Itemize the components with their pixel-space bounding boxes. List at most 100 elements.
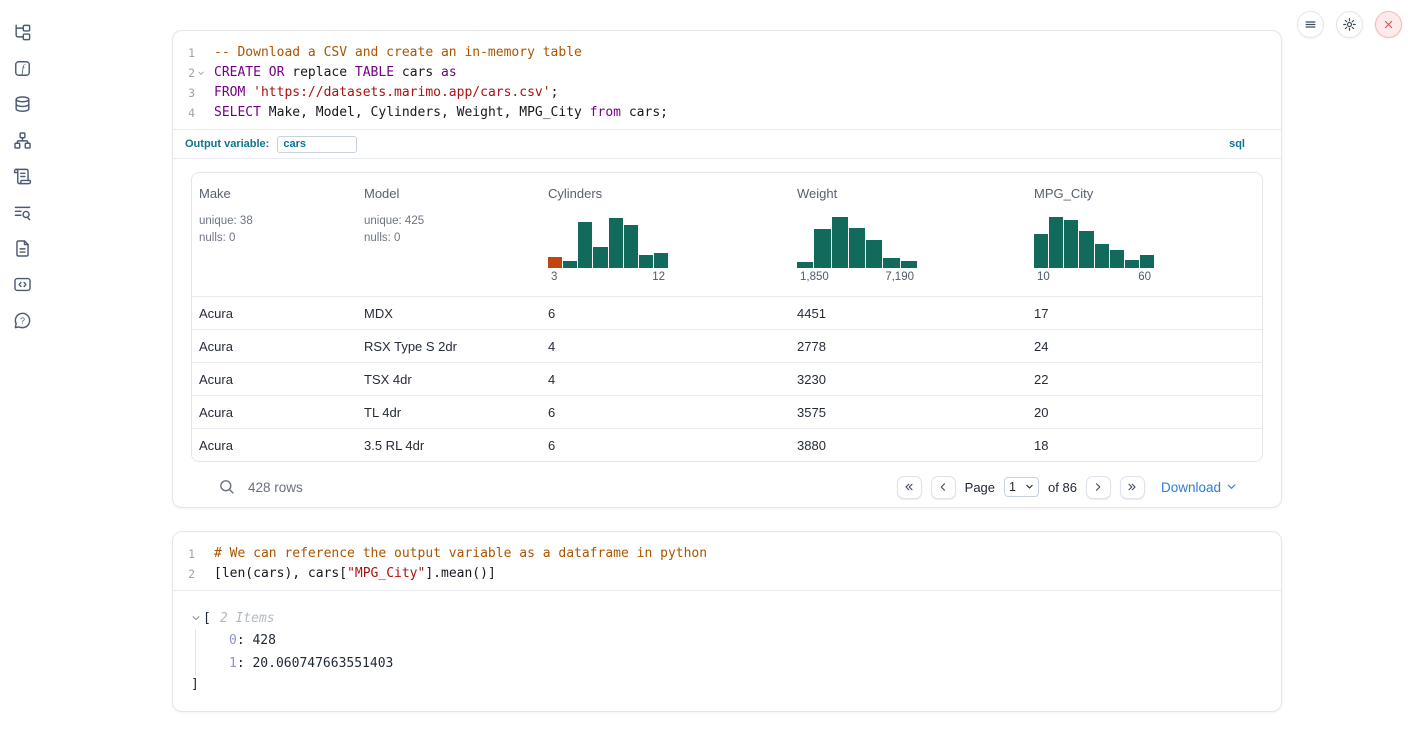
table-row: Acura TSX 4dr 4 3230 22 [192,362,1262,395]
cell-output: Make unique: 38 nulls: 0 Model unique: 425 nu… [173,159,1281,512]
open-bracket: [ [203,610,211,626]
table-cell: 3.5 RL 4dr [364,437,425,453]
sidebar: f? [0,0,44,729]
histogram-bar [900,261,917,268]
language-badge: sql [1229,138,1245,150]
column-title: Make [199,186,231,201]
data-table: Make unique: 38 nulls: 0 Model unique: 425 nu… [191,172,1263,462]
table-cell: TL 4dr [364,404,402,420]
row-count: 428 rows [248,479,303,495]
sidebar-item-file-tree[interactable] [13,23,32,42]
close-bracket: ] [191,677,199,692]
histogram-bar [1079,231,1094,268]
histogram-bar [1124,260,1139,268]
line-number: 2 [188,66,195,80]
column-stats: unique: 425 nulls: 0 [364,215,425,244]
table-cell: Acura [199,338,233,354]
tree-entry-key: 0 [229,633,237,648]
documentation-icon [15,240,29,257]
sidebar-item-documentation[interactable] [13,239,32,258]
sidebar-item-snippets[interactable] [13,275,32,294]
tree-entries: 0: 428 1: 20.060747663551403 [195,629,1281,675]
table-cell: 3575 [797,404,826,420]
sidebar-item-help[interactable]: ? [13,311,32,330]
chevron-right-icon [1096,483,1101,491]
histogram-min-label: 1,850 [800,271,829,283]
code-text: FROM 'https://datasets.marimo.app/cars.c… [214,85,559,100]
page-number-select[interactable]: 1 [1004,477,1040,497]
database-icon [14,96,30,112]
tree-output: [ 2 Items 0: 428 1: 20.060747663551403 ] [173,591,1281,695]
tree-entry-key: 1 [229,656,237,671]
table-cell: 3230 [797,371,826,387]
sql-cell: 1 -- Download a CSV and create an in-memo… [172,30,1282,508]
fold-toggle[interactable] [195,69,207,77]
code-line: 2 [len(cars), cars["MPG_City"].mean()] [173,564,1281,584]
histogram-bar [548,257,563,268]
divider [173,129,1281,130]
line-number: 1 [188,46,195,60]
divider [173,158,1281,159]
table-cell: TSX 4dr [364,371,412,387]
table-row: Acura MDX 6 4451 17 [192,296,1262,329]
chevron-down-icon [1025,480,1034,494]
python-code-editor[interactable]: 1 # We can reference the output variable … [173,532,1281,590]
page-total-label: of 86 [1048,479,1077,495]
logs-icon [14,206,30,221]
column-header-model[interactable]: Model unique: 425 nulls: 0 [364,186,548,296]
table-row: Acura 3.5 RL 4dr 6 3880 18 [192,428,1262,461]
first-page-button[interactable] [896,475,922,499]
line-number: 1 [188,547,195,561]
code-line: 1 -- Download a CSV and create an in-memo… [173,43,1281,63]
pagination: Page 1 of 86 [896,475,1145,499]
sidebar-item-dependency-graph[interactable] [13,131,32,150]
sql-code-editor[interactable]: 1 -- Download a CSV and create an in-memo… [173,31,1281,129]
help-icon: ? [14,312,30,329]
chevron-down-icon [1227,484,1236,489]
column-header-cylinders[interactable]: Cylinders 3 12 [548,186,797,296]
code-line: 3 FROM 'https://datasets.marimo.app/cars.… [173,83,1281,103]
histogram-bar [814,229,831,268]
code-text: SELECT Make, Model, Cylinders, Weight, M… [214,105,668,120]
column-stats: unique: 38 nulls: 0 [199,215,253,244]
chevrons-left-icon [905,483,913,491]
sidebar-item-scratchpad[interactable] [13,167,32,186]
search-button[interactable] [217,478,235,496]
tree-entry: 0: 428 [229,629,1281,652]
code-line: 2 CREATE OR replace TABLE cars as [173,63,1281,83]
table-cell: 4451 [797,305,826,321]
dependency-graph-icon [13,132,31,149]
column-histogram: 10 60 [1034,216,1154,283]
histogram-bar [848,228,866,268]
previous-page-button[interactable] [930,475,956,499]
histogram-bar [563,261,578,268]
output-variable-row: Output variable: sql [173,130,1281,158]
table-cell: 18 [1034,437,1049,453]
table-cell: 4 [548,338,556,354]
last-page-button[interactable] [1119,475,1145,499]
table-footer: 428 rows Page 1 of 86 Download [191,462,1263,512]
output-variable-input[interactable] [277,135,358,153]
download-button[interactable]: Download [1161,480,1237,495]
column-title: MPG_City [1034,186,1094,201]
collapse-toggle[interactable] [191,613,203,623]
settings-gear-button[interactable] [1336,11,1363,38]
column-header-weight[interactable]: Weight 1,850 7,190 [797,186,1034,296]
column-header-make[interactable]: Make unique: 38 nulls: 0 [199,186,364,296]
histogram-bar [623,225,638,268]
sidebar-item-database[interactable] [13,95,32,114]
snippets-icon [13,277,31,292]
sidebar-item-logs[interactable] [13,203,32,222]
close-icon [1384,20,1393,29]
next-page-button[interactable] [1085,475,1111,499]
table-cell: 4 [548,371,556,387]
python-cell: 1 # We can reference the output variable … [172,531,1282,712]
close-button[interactable] [1375,11,1402,38]
column-header-mpg_city[interactable]: MPG_City 10 60 [1034,186,1262,296]
sidebar-item-function[interactable]: f [13,59,32,78]
menu-button[interactable] [1297,11,1324,38]
code-text: # We can reference the output variable a… [214,546,708,561]
divider [173,590,1281,591]
code-line: 4 SELECT Make, Model, Cylinders, Weight, … [173,103,1281,123]
histogram-min-label: 10 [1037,271,1050,283]
